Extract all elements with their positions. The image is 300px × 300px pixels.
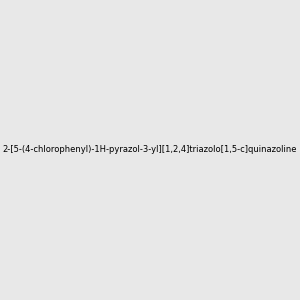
Text: 2-[5-(4-chlorophenyl)-1H-pyrazol-3-yl][1,2,4]triazolo[1,5-c]quinazoline: 2-[5-(4-chlorophenyl)-1H-pyrazol-3-yl][1… (3, 146, 297, 154)
